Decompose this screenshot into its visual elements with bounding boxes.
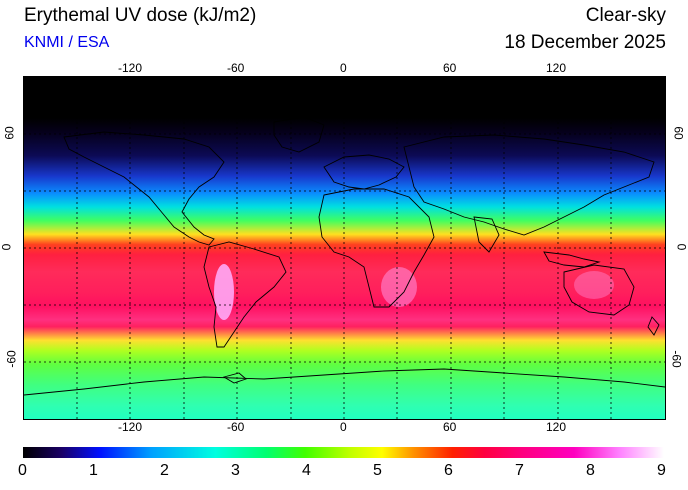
sky-condition: Clear-sky (585, 5, 666, 26)
credit-label: KNMI / ESA (24, 34, 110, 51)
coastline-overlay (24, 77, 665, 419)
colorbar-label: 0 (18, 462, 27, 479)
andes-hotspot (214, 264, 234, 320)
lon-tick-top: -60 (227, 61, 245, 75)
colorbar-label: 7 (515, 462, 524, 479)
map-date: 18 December 2025 (504, 32, 666, 53)
lat-tick-left: 0 (0, 243, 14, 251)
lat-tick-right: -60 (669, 350, 684, 368)
colorbar (23, 447, 664, 458)
colorbar-label: 6 (444, 462, 453, 479)
lon-tick-top: -120 (118, 61, 143, 75)
lon-tick-bottom: 120 (546, 420, 567, 434)
lon-tick-bottom: 60 (443, 420, 457, 434)
colorbar-label: 9 (657, 462, 666, 479)
lon-tick-top: 120 (546, 61, 567, 75)
colorbar-label: 3 (231, 462, 240, 479)
graticule (24, 77, 665, 419)
lon-tick-bottom: 0 (340, 420, 347, 434)
coastlines (24, 116, 665, 396)
colorbar-label: 1 (89, 462, 98, 479)
lon-tick-top: 0 (340, 61, 347, 75)
lat-tick-right: 0 (674, 243, 688, 251)
colorbar-label: 4 (302, 462, 311, 479)
lat-tick-right: 60 (671, 126, 686, 140)
australia-hotspot (574, 271, 614, 299)
africa-hotspot (381, 267, 417, 307)
lon-tick-bottom: -60 (227, 420, 245, 434)
uv-dose-map (23, 76, 666, 420)
colorbar-label: 5 (373, 462, 382, 479)
map-title: Erythemal UV dose (kJ/m2) (24, 5, 257, 26)
lon-tick-top: 60 (443, 61, 457, 75)
colorbar-label: 2 (160, 462, 169, 479)
lat-tick-left: -60 (4, 350, 19, 368)
colorbar-label: 8 (586, 462, 595, 479)
lat-tick-left: 60 (2, 126, 17, 140)
lon-tick-bottom: -120 (118, 420, 143, 434)
